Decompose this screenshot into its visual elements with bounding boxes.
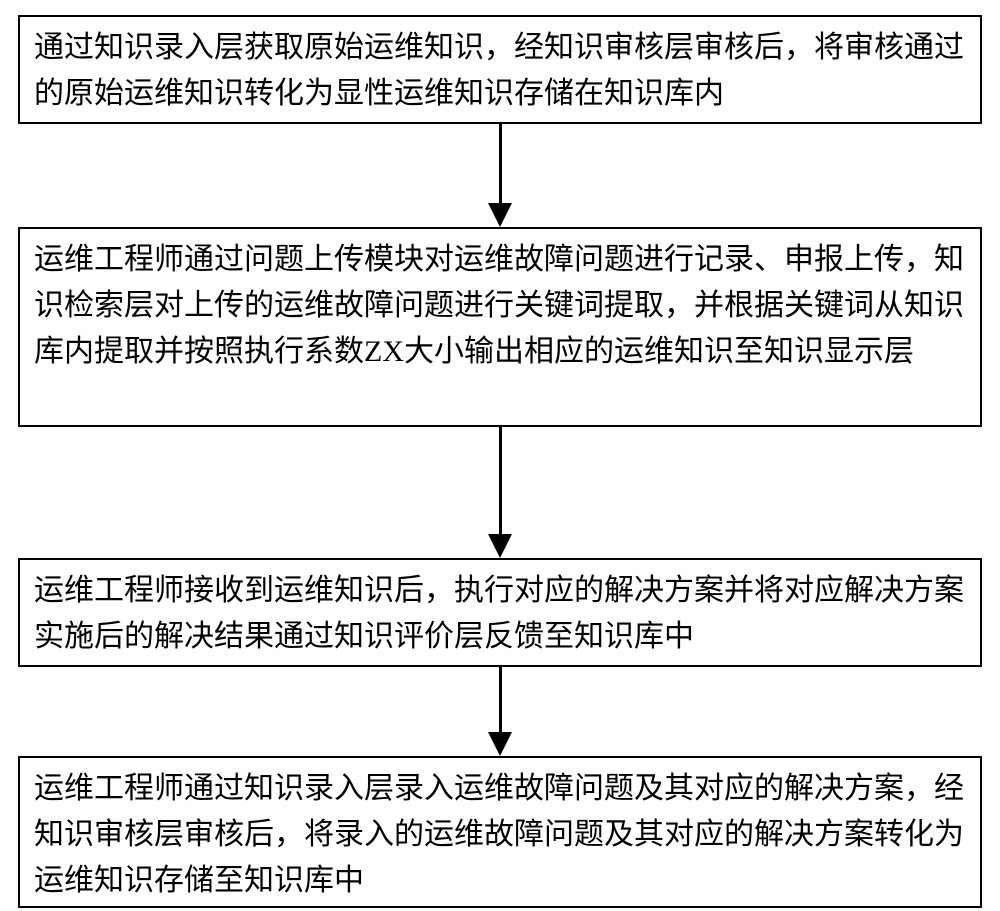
flow-step-4-text: 运维工程师通过知识录入层录入运维故障问题及其对应的解决方案，经知识审核层审核后，… [34, 766, 966, 904]
flow-step-2-text: 运维工程师通过问题上传模块对运维故障问题进行记录、申报上传，知识检索层对上传的运… [34, 237, 966, 375]
arrow-3-head [488, 732, 512, 756]
flow-step-1: 通过知识录入层获取原始运维知识，经知识审核层审核后，将审核通过的原始运维知识转化… [18, 15, 982, 124]
arrow-2-head [488, 534, 512, 558]
arrow-2-shaft [499, 427, 502, 534]
flow-step-3: 运维工程师接收到运维知识后，执行对应的解决方案并将对应解决方案实施后的解决结果通… [18, 558, 982, 667]
flowchart-canvas: 通过知识录入层获取原始运维知识，经知识审核层审核后，将审核通过的原始运维知识转化… [0, 0, 1000, 911]
flow-step-4: 运维工程师通过知识录入层录入运维故障问题及其对应的解决方案，经知识审核层审核后，… [18, 756, 982, 908]
arrow-1-shaft [499, 124, 502, 203]
flow-step-3-text: 运维工程师接收到运维知识后，执行对应的解决方案并将对应解决方案实施后的解决结果通… [34, 568, 966, 660]
flow-step-2: 运维工程师通过问题上传模块对运维故障问题进行记录、申报上传，知识检索层对上传的运… [18, 227, 982, 427]
arrow-3-shaft [499, 667, 502, 732]
arrow-1-head [488, 203, 512, 227]
flow-step-1-text: 通过知识录入层获取原始运维知识，经知识审核层审核后，将审核通过的原始运维知识转化… [34, 25, 966, 117]
